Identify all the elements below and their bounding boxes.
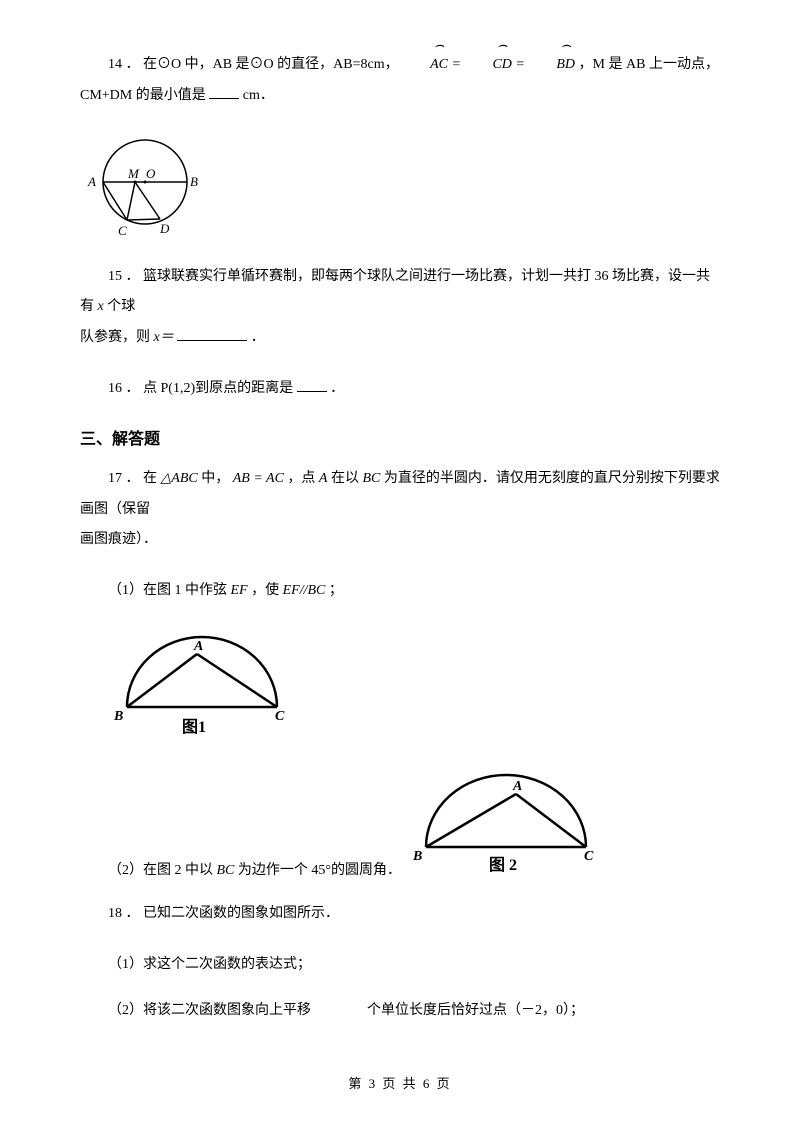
q15-eq: x＝: [154, 330, 174, 345]
q18-sub2-text: （2）将该二次函数图象向上平移 个单位长度后恰好过点（－2，0）；: [108, 1003, 584, 1018]
q18-sub1-text: （1）求这个二次函数的表达式；: [108, 957, 311, 972]
q17-sub2: （2）在图 2 中以 BC 为边作一个 45°的圆周角．: [80, 856, 401, 887]
q15-blank: [177, 327, 247, 341]
svg-text:A: A: [193, 639, 203, 654]
svg-text:A: A: [87, 174, 96, 189]
q17-text2: ，点: [287, 471, 315, 486]
q17-text3: 在以: [331, 471, 359, 486]
q14-blank: [209, 85, 239, 99]
q17-sub2-end: 为边作一个 45°的圆周角．: [238, 863, 401, 878]
q17-triangle: △ABC: [161, 471, 198, 486]
q17-sub1-EF: EF: [231, 583, 248, 598]
q17-text1: 中，: [201, 471, 229, 486]
question-14: 14 ． 在⊙O 中，AB 是⊙O 的直径，AB=8cm， ⌢AC = ⌢CD …: [80, 50, 720, 112]
q15-text: 15 ． 篮球联赛实行单循环赛制，即每两个球队之间进行一场比赛，计划一共打 36…: [80, 269, 710, 315]
q14-text: 14 ． 在⊙O 中，AB 是⊙O 的直径，AB=8cm，: [108, 57, 399, 72]
q15-var: x: [98, 299, 104, 314]
svg-text:A: A: [512, 779, 522, 794]
q17-prefix: 17 ． 在: [108, 471, 157, 486]
question-15: 15 ． 篮球联赛实行单循环赛制，即每两个球队之间进行一场比赛，计划一共打 36…: [80, 262, 720, 354]
svg-text:C: C: [584, 849, 594, 864]
q17-line2: 画图痕迹）．: [80, 525, 720, 556]
q17-BC: BC: [362, 471, 380, 486]
q17-eq1: AB = AC: [233, 471, 284, 486]
q17-sub2-prefix: （2）在图 2 中以: [108, 863, 213, 878]
svg-text:O: O: [146, 166, 156, 181]
q16-text: 16 ． 点 P(1,2)到原点的距离是: [108, 381, 293, 396]
svg-text:图 2: 图 2: [489, 856, 517, 874]
section-3-title: 三、解答题: [80, 425, 720, 449]
q16-period: ．: [330, 381, 344, 396]
q18-sub1: （1）求这个二次函数的表达式；: [80, 950, 720, 981]
svg-text:B: B: [190, 174, 198, 189]
q17-figure1: A B C 图1: [112, 622, 720, 747]
question-16: 16 ． 点 P(1,2)到原点的距离是 ．: [80, 374, 720, 405]
q17-sub1: （1）在图 1 中作弦 EF ，使 EF//BC ；: [80, 576, 720, 607]
q15-line2: 队参赛，则: [80, 330, 150, 345]
q14-arc-eq: ⌢AC = ⌢CD = ⌢BD: [402, 57, 578, 72]
svg-text:C: C: [275, 709, 285, 724]
q17-A: A: [319, 471, 328, 486]
q17-sub1-end: ；: [329, 583, 343, 598]
page-footer: 第 3 页 共 6 页: [0, 1073, 800, 1092]
q17-sub1-EFBC: EF//BC: [283, 583, 326, 598]
q17-sub1-mid: ，使: [251, 583, 279, 598]
q17-figure2: A B C 图 2: [411, 762, 601, 887]
question-17: 17 ． 在 △ABC 中， AB = AC ，点 A 在以 BC 为直径的半圆…: [80, 464, 720, 556]
q15-period: ．: [251, 330, 265, 345]
q15-text2: 个球: [107, 299, 135, 314]
svg-text:M: M: [127, 166, 140, 181]
q17-sub1-prefix: （1）在图 1 中作弦: [108, 583, 227, 598]
q17-sub2-row: （2）在图 2 中以 BC 为边作一个 45°的圆周角． A B C 图 2: [80, 762, 720, 887]
svg-text:B: B: [412, 849, 422, 864]
svg-text:C: C: [118, 223, 127, 238]
q18-text: 18 ． 已知二次函数的图象如图所示．: [108, 906, 339, 921]
svg-text:图1: 图1: [182, 718, 206, 736]
q16-blank: [297, 378, 327, 392]
svg-text:D: D: [159, 221, 170, 236]
q14-figure: A B M O C D: [80, 132, 720, 247]
q17-sub2-BC: BC: [217, 863, 235, 878]
q14-unit: cm．: [243, 88, 274, 103]
q18-sub2: （2）将该二次函数图象向上平移 个单位长度后恰好过点（－2，0）；: [80, 996, 720, 1027]
svg-text:B: B: [113, 709, 123, 724]
question-18: 18 ． 已知二次函数的图象如图所示．: [80, 899, 720, 930]
